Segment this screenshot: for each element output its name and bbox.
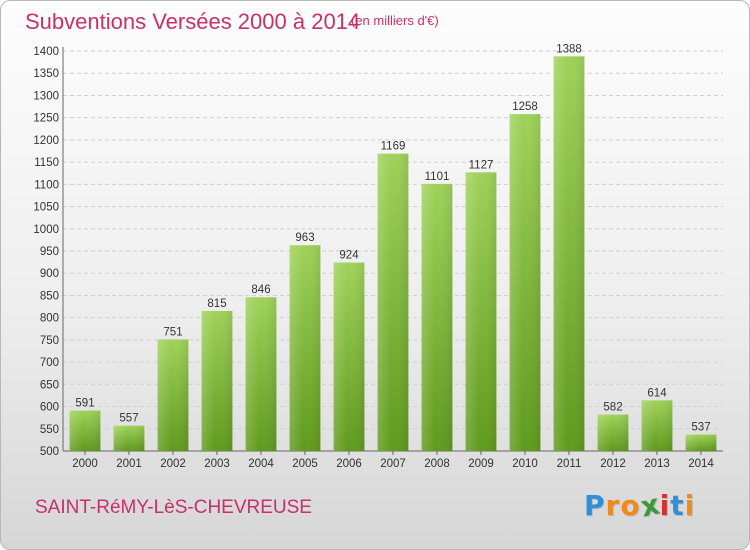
x-tick-label: 2009 <box>468 458 494 470</box>
bar-value-label: 582 <box>603 402 622 414</box>
y-tick-label: 800 <box>40 313 59 325</box>
bar-shade <box>289 245 321 451</box>
bar-value-label: 1388 <box>556 43 582 55</box>
commune-name: SAINT-RéMY-LèS-CHEVREUSE <box>35 497 312 518</box>
bar-value-label: 1101 <box>425 171 450 183</box>
bar-shade <box>641 400 673 451</box>
bar-shade <box>377 153 409 451</box>
y-tick-label: 1000 <box>33 224 59 236</box>
bar-value-label: 751 <box>163 326 182 338</box>
y-tick-label: 1250 <box>33 113 59 125</box>
bar-value-label: 537 <box>691 422 710 434</box>
bar-value-label: 1258 <box>512 101 538 113</box>
y-tick-label: 1400 <box>33 46 59 58</box>
logo-letter: r <box>605 489 621 522</box>
x-tick-label: 2011 <box>557 458 582 470</box>
x-tick-label: 2000 <box>72 458 98 470</box>
bar-shade <box>157 339 189 451</box>
logo-letter: i <box>684 489 696 522</box>
bar-shade <box>421 183 453 451</box>
y-tick-label: 600 <box>40 402 59 414</box>
chart-title: Subventions Versées 2000 à 2014 <box>25 9 361 34</box>
x-tick-label: 2002 <box>160 458 186 470</box>
bar-value-label: 963 <box>295 232 314 244</box>
y-tick-label: 1300 <box>33 90 59 102</box>
bar-value-label: 846 <box>251 284 270 296</box>
bar-shade <box>245 297 277 451</box>
bar-shade <box>685 434 717 451</box>
y-tick-label: 550 <box>40 424 59 436</box>
x-tick-label: 2012 <box>600 458 626 470</box>
x-tick-label: 2008 <box>424 458 450 470</box>
bar-shade <box>113 425 145 451</box>
y-tick-label: 900 <box>40 268 59 280</box>
chart-unit-subtitle: (en milliers d'€) <box>351 13 439 28</box>
x-tick-label: 2005 <box>292 458 318 470</box>
bar-shade <box>333 262 365 451</box>
x-tick-label: 2001 <box>116 458 142 470</box>
bar-value-label: 1169 <box>381 141 406 153</box>
bar-shade <box>201 311 233 451</box>
y-tick-label: 1200 <box>33 135 59 147</box>
y-tick-label: 1150 <box>34 157 59 169</box>
y-tick-label: 650 <box>40 379 59 391</box>
y-tick-label: 850 <box>40 290 59 302</box>
bar-shade <box>509 114 541 451</box>
logo-letter: i <box>659 489 671 522</box>
x-tick-label: 2014 <box>688 458 714 470</box>
y-tick-label: 950 <box>40 246 59 258</box>
logo-letter: t <box>670 489 685 522</box>
bar-shade <box>553 56 585 451</box>
x-tick-label: 2007 <box>380 458 406 470</box>
y-tick-label: 1100 <box>34 179 59 191</box>
bar-shade <box>597 414 629 451</box>
logo-letter: o <box>620 489 641 522</box>
x-tick-label: 2010 <box>512 458 538 470</box>
labels: 500 550 600 650 700 750 800 850 900 950 1000 1050 11… <box>33 43 714 470</box>
proxiti-logo: Proxiti <box>584 487 696 523</box>
bar-value-label: 614 <box>647 387 667 399</box>
y-tick-label: 1050 <box>33 202 59 214</box>
bar-value-label: 815 <box>207 298 226 310</box>
y-tick-label: 1350 <box>33 68 59 80</box>
y-tick-label: 700 <box>40 357 59 369</box>
y-tick-label: 500 <box>40 446 59 458</box>
x-tick-label: 2006 <box>336 458 362 470</box>
bar-shade <box>69 410 101 451</box>
x-tick-label: 2004 <box>248 458 274 470</box>
bar-shade <box>465 172 497 452</box>
bar-value-label: 557 <box>119 413 138 425</box>
bar-value-label: 924 <box>339 250 359 262</box>
y-tick-label: 750 <box>40 335 59 347</box>
x-tick-label: 2003 <box>204 458 230 470</box>
bar-value-label: 1127 <box>469 159 494 171</box>
x-tick-label: 2013 <box>644 458 670 470</box>
bars <box>69 56 717 452</box>
bar-value-label: 591 <box>75 398 94 410</box>
logo-letter: P <box>584 489 606 522</box>
